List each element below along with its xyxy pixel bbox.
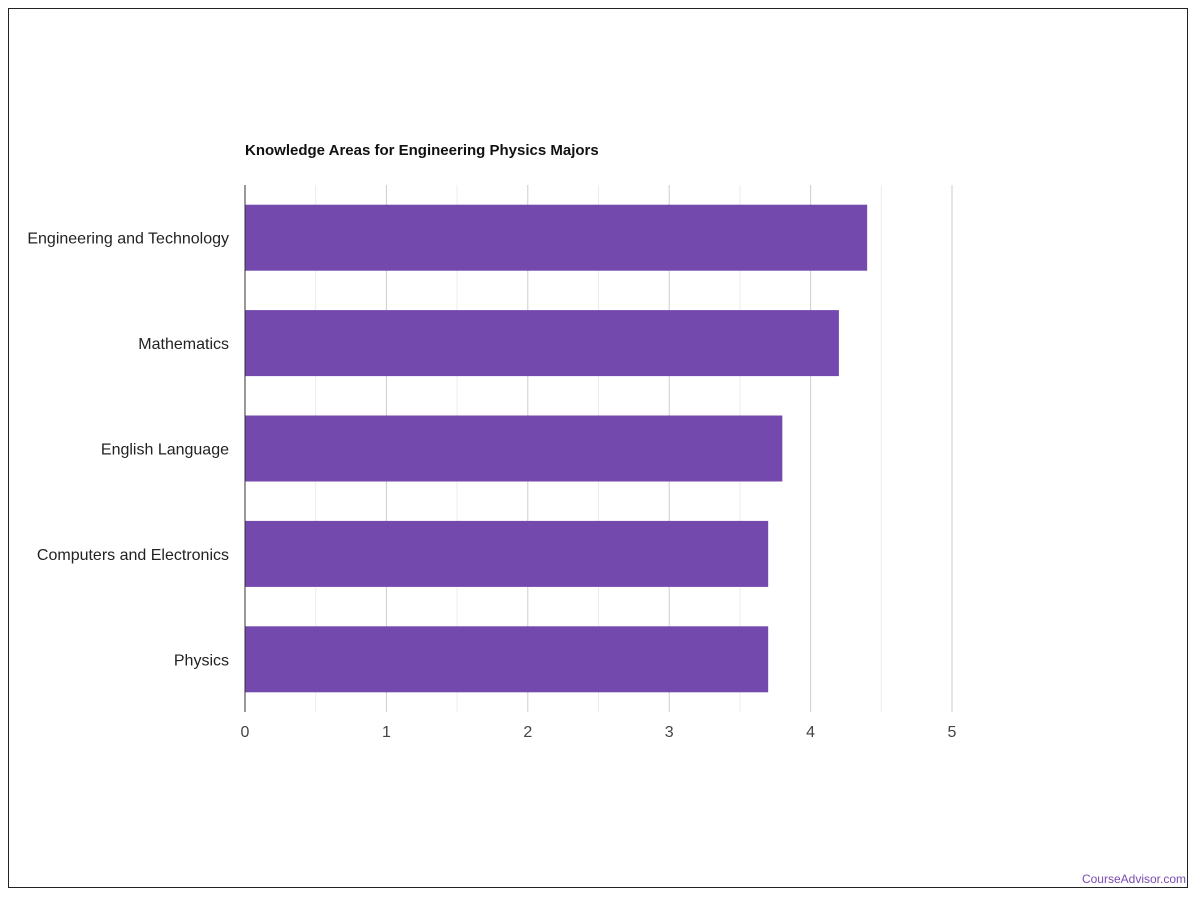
category-label: Mathematics xyxy=(138,336,229,353)
bar xyxy=(245,310,839,377)
bar xyxy=(245,626,769,693)
x-tick-label: 5 xyxy=(948,724,957,741)
category-label: English Language xyxy=(101,442,229,459)
x-tick-label: 0 xyxy=(241,724,250,741)
bar xyxy=(245,415,783,482)
watermark-credit: CourseAdvisor.com xyxy=(1081,872,1186,886)
x-tick-label: 2 xyxy=(523,724,532,741)
category-label: Engineering and Technology xyxy=(27,231,229,248)
chart-title: Knowledge Areas for Engineering Physics … xyxy=(245,142,599,159)
x-tick-label: 4 xyxy=(806,724,815,741)
category-label: Physics xyxy=(174,652,229,669)
category-label: Computers and Electronics xyxy=(37,547,229,564)
bar xyxy=(245,520,769,587)
bar xyxy=(245,204,868,271)
x-tick-label: 1 xyxy=(382,724,391,741)
x-tick-label: 3 xyxy=(665,724,674,741)
